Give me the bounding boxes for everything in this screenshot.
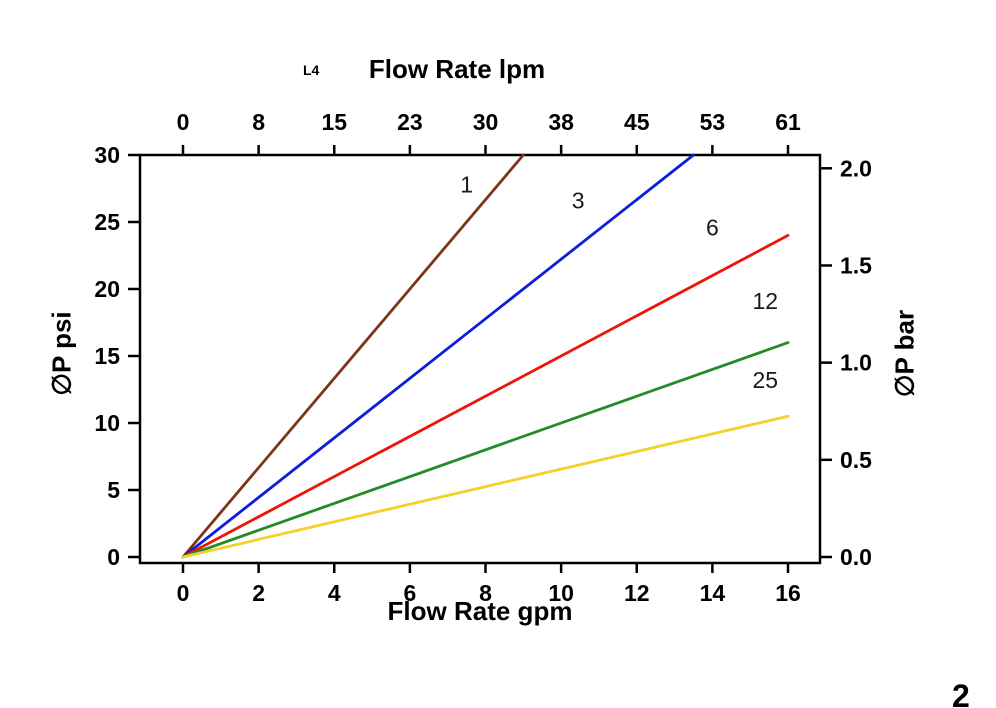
series-label-1: 1: [460, 172, 473, 198]
y-left-tick-label: 15: [94, 343, 120, 369]
x-bottom-tick-label: 6: [403, 580, 416, 606]
x-bottom-tick-label: 16: [775, 580, 801, 606]
y-right-tick-label: 1.5: [840, 252, 872, 278]
series-line-6: [181, 233, 790, 559]
series-label-6: 6: [706, 214, 719, 240]
top-axis-title: Flow Rate lpm: [368, 54, 546, 84]
y-left-tick-label: 0: [107, 544, 120, 570]
curve-set-label: L4: [303, 62, 320, 78]
y-left-tick-label: 20: [94, 276, 120, 302]
x-top-tick-label: 53: [700, 109, 726, 135]
plot-frame: [138, 153, 822, 565]
y-left-tick-label: 25: [94, 209, 120, 235]
series-line-1: [181, 153, 525, 559]
bottom-axis-title: Flow Rate gpm: [387, 596, 573, 626]
y-left-tick-label: 30: [94, 142, 120, 168]
y-left-tick-label: 10: [94, 410, 120, 436]
x-bottom-tick-label: 10: [548, 580, 574, 606]
x-top-tick-label: 30: [473, 109, 499, 135]
x-bottom-tick-label: 2: [252, 580, 265, 606]
x-top-tick-label: 38: [548, 109, 574, 135]
x-bottom-tick-label: 8: [479, 580, 492, 606]
series-label-25: 25: [753, 367, 779, 393]
series-label-3: 3: [572, 188, 585, 214]
x-top-tick-label: 8: [252, 109, 265, 135]
y-right-tick-label: 2.0: [840, 155, 872, 181]
x-top-tick-label: 23: [397, 109, 423, 135]
x-bottom-tick-label: 14: [700, 580, 726, 606]
y-left-tick-label: 5: [107, 477, 120, 503]
page-number: 2: [952, 678, 970, 708]
y-right-tick-label: 1.0: [840, 350, 872, 376]
x-bottom-tick-label: 4: [328, 580, 341, 606]
x-bottom-tick-label: 12: [624, 580, 650, 606]
x-top-tick-label: 0: [177, 109, 190, 135]
x-bottom-tick-label: 0: [177, 580, 190, 606]
series-line-25: [181, 414, 790, 559]
x-top-tick-label: 15: [321, 109, 347, 135]
x-top-tick-label: 61: [775, 109, 801, 135]
y-right-tick-label: 0.0: [840, 544, 872, 570]
y-right-tick-label: 0.5: [840, 447, 872, 473]
series-line-12: [181, 341, 790, 559]
series-line-3: [181, 153, 695, 559]
series-label-12: 12: [753, 288, 779, 314]
x-top-tick-label: 45: [624, 109, 650, 135]
